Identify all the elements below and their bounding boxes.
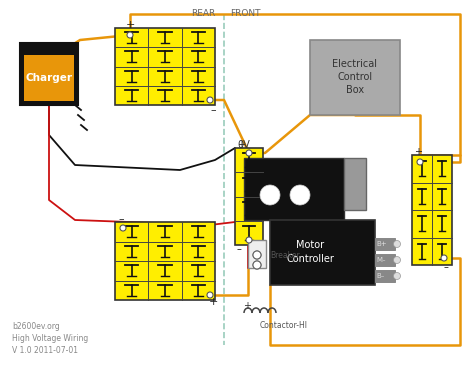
Text: b2600ev.org
High Voltage Wiring
V 1.0 2011-07-01: b2600ev.org High Voltage Wiring V 1.0 20… [12,322,88,355]
Circle shape [246,237,252,243]
Circle shape [127,32,133,38]
Circle shape [120,225,126,231]
Circle shape [207,97,213,103]
Circle shape [207,292,213,298]
Text: +: + [237,140,245,150]
Text: Breaker: Breaker [270,251,300,261]
Text: +: + [208,297,218,307]
Text: B–: B– [376,273,384,279]
Circle shape [393,240,401,247]
Circle shape [260,185,280,205]
Bar [375,238,395,250]
Text: B+: B+ [376,241,387,247]
Circle shape [253,261,261,269]
Bar [244,158,344,220]
Bar [412,155,452,265]
Bar [115,28,215,105]
Text: Motor
Controller: Motor Controller [286,240,334,264]
Bar [375,270,395,282]
Bar [375,254,395,266]
Text: –: – [237,244,242,254]
Text: REAR: REAR [191,9,215,18]
Bar [235,148,263,245]
Circle shape [246,150,252,156]
Circle shape [441,255,447,261]
Text: M–: M– [376,257,385,263]
Circle shape [253,261,261,269]
Text: Charger: Charger [26,73,73,83]
Text: –: – [443,262,448,272]
Text: Contactor-HI: Contactor-HI [260,321,308,330]
Bar [270,220,375,285]
Text: +: + [125,20,135,30]
Bar [248,240,266,268]
Circle shape [290,185,310,205]
Bar [344,158,366,210]
Text: 0V: 0V [237,140,250,150]
Text: +: + [414,147,422,157]
Bar [310,40,400,115]
Bar [24,55,74,101]
Circle shape [253,251,261,259]
Circle shape [393,273,401,280]
Bar [20,43,78,105]
Text: –: – [118,214,124,224]
Text: +: + [243,301,251,311]
Bar [115,222,215,300]
Circle shape [253,251,261,259]
Text: FRONT: FRONT [230,9,261,18]
Text: –: – [210,105,216,115]
Text: Electrical
Control
Box: Electrical Control Box [332,59,377,95]
Circle shape [393,257,401,264]
Circle shape [417,159,423,165]
